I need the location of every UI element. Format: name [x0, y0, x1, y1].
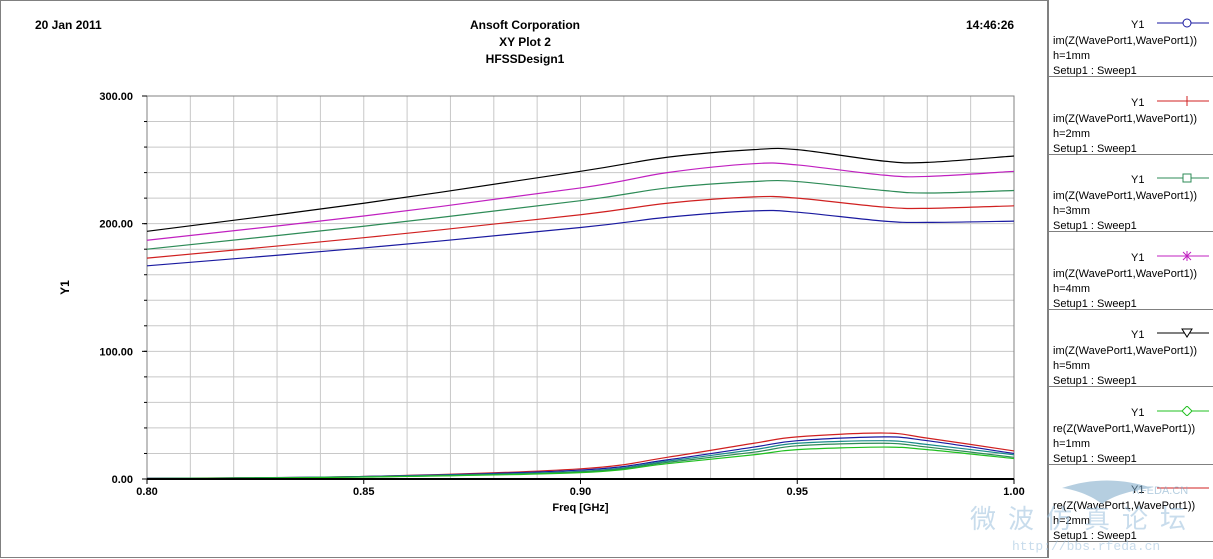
legend-marker-star [1182, 250, 1192, 261]
series-line-0 [146, 147, 1015, 232]
xy-chart: 0.80 0.85 0.90 0.95 1.00 0.00 100.00 200.00 300.… [58, 91, 1025, 514]
chart-title-plot: XY Plot 2 [499, 35, 551, 49]
x-axis-label: Freq [GHz] [552, 502, 609, 514]
legend-entry: Y1 im(Z(WavePort1,WavePort1)) h=1mm Setup1 … [1049, 0, 1213, 77]
x-tick-label: 0.85 [353, 486, 374, 498]
legend-h-value: h=5mm [1053, 360, 1090, 372]
x-tick-label: 1.00 [1003, 486, 1024, 498]
x-tick-label: 0.90 [570, 486, 591, 498]
legend-y-label: Y1 [1131, 96, 1145, 109]
legend-entry: Y1 im(Z(WavePort1,WavePort1)) h=2mm Setup1 … [1049, 78, 1213, 155]
x-tick-label: 0.80 [136, 486, 157, 498]
legend-marker-line [1157, 18, 1209, 28]
legend-entry: Y1 re(Z(WavePort1,WavePort1)) h=1mm Setup1 … [1049, 388, 1213, 465]
legend-marker-plus [1182, 95, 1192, 106]
legend-y-label: Y1 [1131, 329, 1145, 341]
legend-y-label: Y1 [1131, 406, 1145, 419]
series-line-1 [146, 162, 1015, 241]
legend-expression: im(Z(WavePort1,WavePort1)) [1053, 35, 1198, 47]
legend-y-label: Y1 [1131, 174, 1145, 186]
chart-title-design: HFSSDesign1 [485, 52, 565, 66]
legend-expression: im(Z(WavePort1,WavePort1)) [1053, 112, 1198, 125]
plot-window: 20 Jan 2011 14:46:26 Ansoft Corporation … [0, 0, 1048, 558]
legend-h-value: h=1mm [1053, 437, 1090, 450]
legend-setup: Setup1 : Sweep1 [1053, 65, 1137, 77]
y-axis-label: Y1 [58, 280, 72, 295]
legend-marker-line [1157, 487, 1209, 489]
y-tick-label: 200.00 [99, 219, 133, 231]
legend-expression: im(Z(WavePort1,WavePort1)) [1053, 345, 1198, 357]
legend-h-value: h=2mm [1053, 127, 1090, 140]
legend-setup: Setup1 : Sweep1 [1053, 220, 1137, 232]
legend-marker-line [1157, 250, 1209, 261]
legend-marker-triangle-down [1181, 328, 1193, 338]
legend-setup: Setup1 : Sweep1 [1053, 530, 1137, 542]
legend-setup: Setup1 : Sweep1 [1053, 142, 1137, 155]
legend-marker-line [1157, 173, 1209, 183]
legend-h-value: h=3mm [1053, 205, 1090, 217]
series-line-9 [146, 446, 1015, 480]
series-line-4 [146, 209, 1015, 267]
legend-setup: Setup1 : Sweep1 [1053, 452, 1137, 465]
legend-expression: im(Z(WavePort1,WavePort1)) [1053, 267, 1198, 280]
legend-y-label: Y1 [1131, 251, 1145, 264]
legend-expression: re(Z(WavePort1,WavePort1)) [1053, 422, 1196, 435]
legend-y-label: Y1 [1131, 484, 1145, 496]
x-tick-label: 0.95 [787, 486, 808, 498]
legend-entry: Y1 im(Z(WavePort1,WavePort1)) h=3mm Setup1 … [1049, 155, 1213, 232]
legend-h-value: h=4mm [1053, 282, 1090, 295]
legend-marker-diamond [1181, 405, 1193, 416]
y-tick-label: 0.00 [112, 474, 133, 486]
legend-entry: Y1 im(Z(WavePort1,WavePort1)) h=5mm Setup1 … [1049, 310, 1213, 387]
legend-marker-line [1157, 328, 1209, 338]
legend-h-value: h=2mm [1053, 515, 1090, 527]
legend-entry: Y1 im(Z(WavePort1,WavePort1)) h=4mm Setup1 … [1049, 233, 1213, 310]
legend-setup: Setup1 : Sweep1 [1053, 297, 1137, 310]
legend-y-label: Y1 [1131, 19, 1145, 31]
legend-marker-line [1157, 95, 1209, 106]
legend-expression: im(Z(WavePort1,WavePort1)) [1053, 190, 1198, 202]
plot-date: 20 Jan 2011 [35, 18, 102, 32]
legend-marker-square [1182, 173, 1192, 183]
series-line-3 [146, 195, 1015, 259]
y-tick-label: 100.00 [99, 346, 133, 358]
legend-panel: Y1 im(Z(WavePort1,WavePort1)) h=1mm Setup1 … [1048, 0, 1213, 558]
chart-title-company: Ansoft Corporation [470, 18, 580, 32]
legend-h-value: h=1mm [1053, 50, 1090, 62]
y-tick-label: 300.00 [99, 91, 133, 103]
series-line-2 [146, 179, 1015, 250]
legend-marker-circle [1182, 18, 1192, 28]
legend-entry: Y1 re(Z(WavePort1,WavePort1)) h=2mm Setup1 … [1049, 465, 1213, 542]
legend-expression: re(Z(WavePort1,WavePort1)) [1053, 500, 1196, 512]
plot-time: 14:46:26 [966, 18, 1015, 32]
legend-marker-line [1157, 405, 1209, 416]
legend-setup: Setup1 : Sweep1 [1053, 375, 1137, 387]
